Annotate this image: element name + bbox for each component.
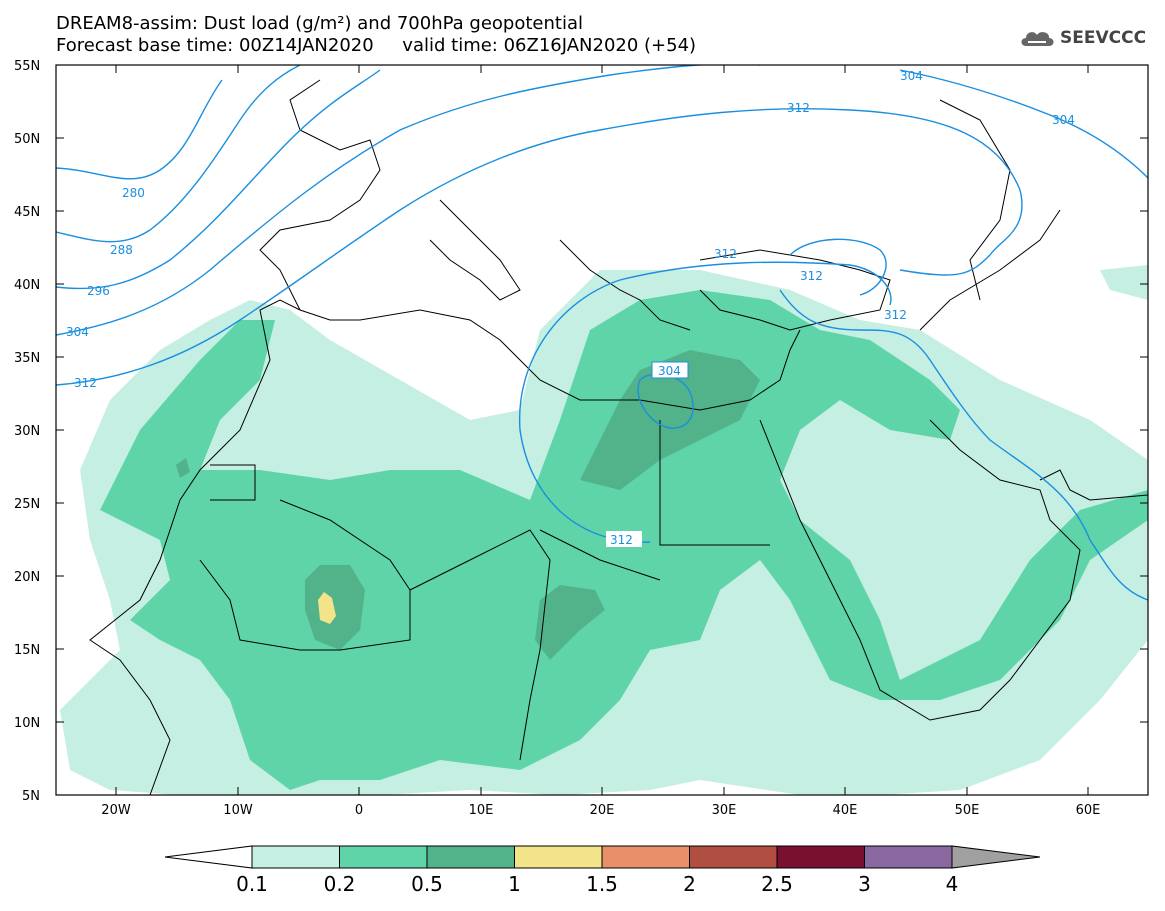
colorbar bbox=[164, 845, 1041, 869]
colorbar-tick-label: 1.5 bbox=[586, 872, 618, 896]
lat-label: 20N bbox=[14, 570, 40, 585]
contour-304-east bbox=[899, 69, 1148, 179]
lon-labels: 20W 10W 0 10E 20E 30E 40E 50E 60E bbox=[101, 803, 1100, 818]
cloud-logo-icon bbox=[1021, 32, 1054, 46]
lon-label: 20W bbox=[101, 803, 131, 818]
lon-label: 10E bbox=[469, 803, 494, 818]
colorbar-swatch bbox=[514, 845, 603, 869]
map-title: DREAM8-assim: Dust load (g/m²) and 700hP… bbox=[56, 13, 583, 34]
axis-ticks bbox=[56, 64, 1148, 795]
colorbar-under-triangle bbox=[164, 845, 253, 869]
contour-label-304-russia: 304 bbox=[900, 69, 923, 83]
contour-label-288: 288 bbox=[110, 243, 133, 257]
contour-312-lower-loop bbox=[789, 238, 887, 296]
lon-label: 40E bbox=[833, 803, 858, 818]
dust-dark-region-4 bbox=[176, 458, 190, 478]
lat-label: 10N bbox=[14, 716, 40, 731]
lat-label: 40N bbox=[14, 278, 40, 293]
lat-label: 45N bbox=[14, 205, 40, 220]
lon-label: 0 bbox=[355, 803, 363, 818]
colorbar-over-triangle bbox=[951, 845, 1041, 869]
contour-label-296: 296 bbox=[87, 284, 110, 298]
dust-peak-region bbox=[318, 592, 336, 624]
lat-label: 15N bbox=[14, 643, 40, 658]
colorbar-tick-label: 1 bbox=[508, 872, 521, 896]
colorbar-tick-label: 4 bbox=[945, 872, 959, 896]
colorbar-swatch bbox=[426, 845, 515, 869]
contour-label-304-cyclone: 304 bbox=[658, 364, 681, 378]
contour-304 bbox=[56, 65, 760, 336]
seevccc-logo: SEEVCCC bbox=[1018, 26, 1146, 50]
lat-label: 50N bbox=[14, 132, 40, 147]
logo-text: SEEVCCC bbox=[1060, 28, 1147, 48]
geopotential-contours bbox=[56, 65, 1148, 601]
colorbar-tick-label: 2 bbox=[683, 872, 696, 896]
contour-label-312-north: 312 bbox=[787, 101, 810, 115]
dust-field bbox=[60, 265, 1148, 795]
contour-296 bbox=[56, 69, 381, 290]
colorbar-tick-label: 0.5 bbox=[411, 872, 443, 896]
contour-288 bbox=[56, 65, 301, 243]
colorbar-swatch bbox=[339, 845, 428, 869]
contour-label-304: 304 bbox=[66, 325, 89, 339]
lat-label: 5N bbox=[22, 789, 40, 804]
colorbar-swatch bbox=[601, 845, 690, 869]
colorbar-tick-label: 3 bbox=[858, 872, 871, 896]
contour-312-closed bbox=[518, 261, 892, 543]
contour-312-east bbox=[779, 289, 1148, 601]
dust-light-region-2 bbox=[1100, 265, 1148, 300]
colorbar-swatch bbox=[776, 845, 865, 869]
dust-dark-region bbox=[580, 350, 760, 490]
lat-label: 55N bbox=[14, 59, 40, 74]
dust-dark-region-2 bbox=[305, 565, 365, 650]
contour-label-280: 280 bbox=[122, 186, 145, 200]
contour-label-312-caspian: 312 bbox=[884, 308, 907, 322]
colorbar-swatch bbox=[689, 845, 778, 869]
lon-label: 20E bbox=[590, 803, 615, 818]
lon-label: 30E bbox=[712, 803, 737, 818]
lat-label: 35N bbox=[14, 351, 40, 366]
contour-280 bbox=[56, 79, 223, 180]
map-subtitle: Forecast base time: 00Z14JAN2020 valid t… bbox=[56, 35, 697, 56]
colorbar-tick-label: 2.5 bbox=[761, 872, 793, 896]
dust-dark-region-3 bbox=[535, 585, 605, 660]
lon-label: 60E bbox=[1076, 803, 1101, 818]
colorbar-tick-label: 0.2 bbox=[323, 872, 356, 896]
colorbar-swatch bbox=[864, 845, 953, 869]
colorbar-tick-label: 0.1 bbox=[236, 872, 268, 896]
coastlines bbox=[89, 79, 1148, 795]
contour-label-312-south: 312 bbox=[610, 533, 633, 547]
lon-label: 10W bbox=[223, 803, 253, 818]
contour-label-312-aegean: 312 bbox=[714, 247, 737, 261]
contour-labels: 280 288 296 304 312 312 312 312 312 304 … bbox=[66, 69, 1075, 547]
lat-label: 30N bbox=[14, 424, 40, 439]
lat-labels: 55N 50N 45N 40N 35N 30N 25N 20N 15N 10N … bbox=[14, 59, 40, 804]
lat-label: 25N bbox=[14, 497, 40, 512]
contour-label-312-anatolia: 312 bbox=[800, 269, 823, 283]
colorbar-swatch bbox=[251, 845, 340, 869]
contour-label-304-east: 304 bbox=[1052, 113, 1075, 127]
contour-label-312: 312 bbox=[74, 376, 97, 390]
lon-label: 50E bbox=[955, 803, 980, 818]
contour-312-west bbox=[56, 108, 1023, 386]
